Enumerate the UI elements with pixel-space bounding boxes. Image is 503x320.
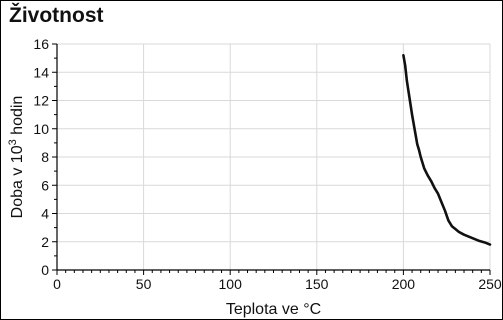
chart-title: Životnost — [9, 4, 104, 27]
y-tick-label: 16 — [33, 36, 49, 52]
x-tick-label: 250 — [478, 276, 502, 292]
y-tick-label: 10 — [33, 121, 49, 137]
x-tick-label: 0 — [53, 276, 61, 292]
y-tick-label: 12 — [33, 93, 49, 109]
y-tick-label: 8 — [41, 149, 49, 165]
y-tick-label: 0 — [41, 262, 49, 278]
axes — [56, 44, 490, 271]
y-axis-label-tail: hodin — [9, 96, 26, 140]
y-tick-label: 14 — [33, 64, 49, 80]
tick-labels: 0 50 100 150 200 250 0 2 4 6 8 10 12 14 16 — [33, 36, 501, 292]
y-tick-label: 6 — [41, 177, 49, 193]
y-tick-label: 4 — [41, 206, 49, 222]
minor-ticks — [52, 43, 491, 275]
x-axis-label: Teplota ve °C — [226, 301, 321, 318]
series-line — [402, 53, 492, 246]
grid-lines — [57, 43, 491, 270]
x-tick-label: 150 — [305, 276, 329, 292]
x-tick-label: 50 — [136, 276, 152, 292]
y-axis-label-sup: 3 — [7, 139, 19, 145]
y-tick-label: 2 — [41, 234, 49, 250]
series-layer — [402, 53, 492, 246]
y-axis-label-main: Doba v 10 — [9, 145, 26, 218]
y-axis-label: Doba v 103 hodin — [7, 96, 26, 219]
x-tick-label: 200 — [392, 276, 416, 292]
x-tick-label: 100 — [219, 276, 243, 292]
